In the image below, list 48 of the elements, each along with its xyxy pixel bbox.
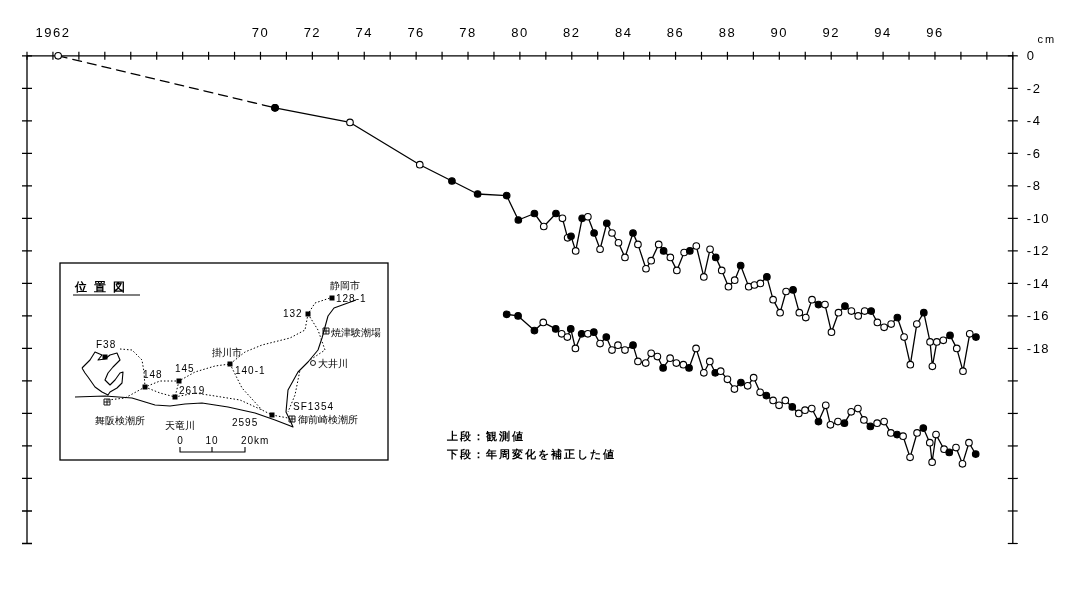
annotation: 2595 — [232, 417, 259, 428]
x-tick-label: 78 — [459, 24, 477, 40]
annotation: 掛川市 — [212, 347, 242, 358]
y-tick-label: 0 — [1026, 48, 1036, 64]
y-tick-label: -6 — [1026, 145, 1042, 161]
annotation: 位置図 — [75, 280, 132, 294]
x-tick-label: 92 — [822, 24, 840, 40]
y-tick-label: -18 — [1026, 340, 1051, 356]
x-tick-label: 76 — [407, 24, 425, 40]
x-tick-label: 84 — [614, 24, 633, 40]
annotation: 128-1 — [336, 293, 367, 304]
x-tick-label: 72 — [303, 24, 322, 40]
y-tick-label: -8 — [1026, 178, 1042, 194]
annotation: SF1354 — [293, 401, 335, 412]
annotation: 舞阪検潮所 — [95, 415, 145, 426]
annotation: 焼津験潮場 — [331, 327, 381, 338]
x-tick-label: 70 — [251, 24, 270, 40]
annotation: 2619 — [179, 385, 206, 396]
y-tick-label: -12 — [1026, 243, 1051, 259]
x-tick-label: 94 — [874, 24, 892, 40]
x-tick-label: 88 — [718, 24, 737, 40]
x-tick-label: 1962 — [35, 24, 71, 40]
annotation: 上段：観測値 — [447, 430, 525, 442]
x-tick-label: 96 — [926, 24, 944, 40]
annotation: 天竜川 — [165, 420, 195, 431]
y-tick-label: -4 — [1026, 113, 1042, 129]
y-axis-title: cm — [1037, 32, 1057, 45]
y-tick-label: -16 — [1026, 308, 1051, 324]
y-tick-label: -2 — [1026, 80, 1042, 96]
annotation: 大井川 — [318, 358, 348, 369]
annotation: 132 — [283, 308, 303, 319]
x-tick-label: 90 — [770, 24, 789, 40]
annotation: 20km — [241, 435, 270, 446]
x-tick-label: 82 — [563, 24, 581, 40]
annotation: 静岡市 — [330, 280, 360, 291]
annotation: F38 — [96, 339, 117, 350]
x-tick-label: 86 — [666, 24, 685, 40]
annotation: 145 — [175, 363, 195, 374]
annotation: 148 — [143, 369, 163, 380]
annotation: 10 — [205, 435, 219, 446]
annotation: 御前崎検潮所 — [298, 414, 358, 425]
x-tick-label: 80 — [511, 24, 529, 40]
y-tick-label: -10 — [1026, 210, 1051, 226]
annotation: 140-1 — [235, 365, 266, 376]
y-tick-label: -14 — [1026, 275, 1051, 291]
annotation: 0 — [177, 435, 183, 446]
x-tick-label: 74 — [355, 24, 373, 40]
annotation: 下段：年周変化を補正した値 — [447, 448, 616, 460]
